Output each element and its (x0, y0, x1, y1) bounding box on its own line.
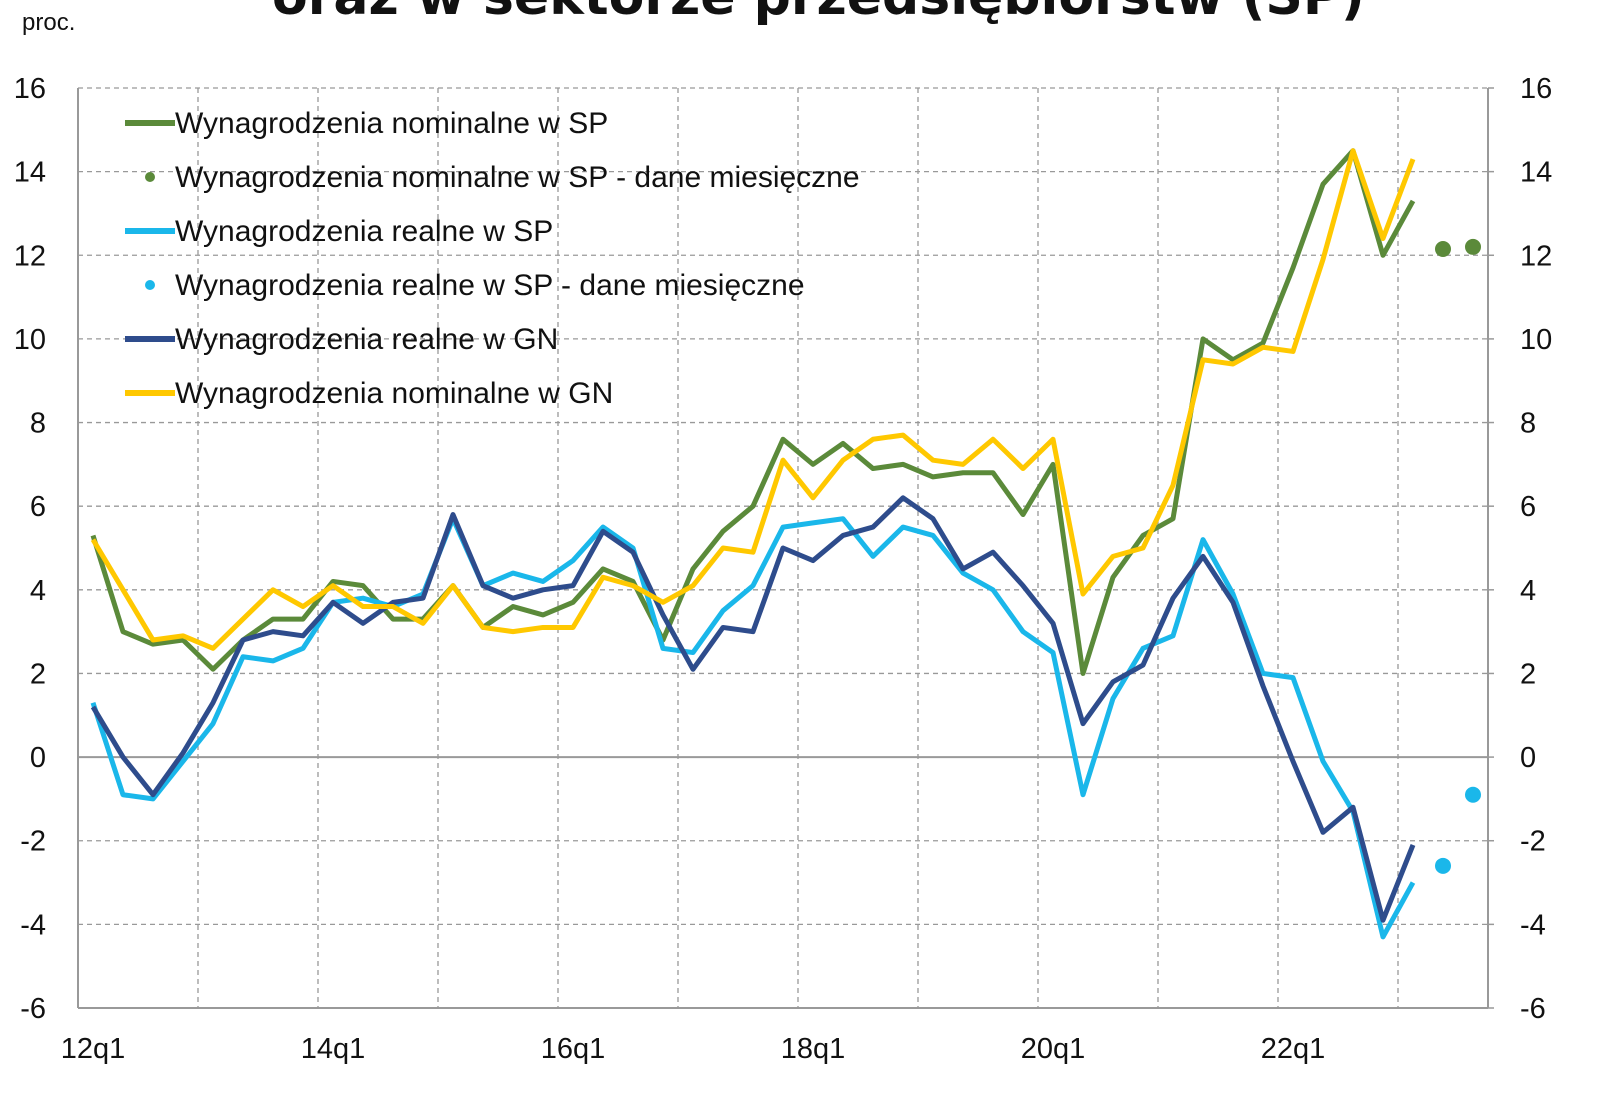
legend-swatch (145, 280, 155, 290)
legend-label: Wynagrodzenia nominalne w SP - dane mies… (175, 161, 860, 194)
x-tick-label: 22q1 (1261, 1033, 1326, 1065)
series-line (90, 495, 1416, 923)
monthly-point (1465, 238, 1481, 255)
x-tick-label: 18q1 (781, 1033, 846, 1065)
y-tick-label: -2 (20, 826, 46, 858)
y-tick-label: 12 (14, 240, 46, 272)
y2-tick-label: -2 (1520, 826, 1546, 858)
y2-tick-label: 10 (1520, 324, 1552, 356)
y2-tick-label: 16 (1520, 73, 1552, 105)
y2-tick-label: 0 (1520, 742, 1536, 774)
y-tick-label: 6 (30, 491, 46, 523)
y-axis-label: proc. (22, 9, 75, 36)
y2-tick-label: 8 (1520, 408, 1536, 440)
series-line (90, 148, 1416, 651)
y-tick-label: -4 (20, 909, 46, 941)
y2-tick-label: 4 (1520, 575, 1536, 607)
legend-label: Wynagrodzenia nominalne w GN (175, 377, 613, 410)
y2-tick-label: 14 (1520, 157, 1552, 189)
legend-label: Wynagrodzenia realne w SP (175, 215, 553, 248)
legend-label: Wynagrodzenia realne w SP - dane miesięc… (175, 269, 805, 302)
x-tick-label: 16q1 (541, 1033, 606, 1065)
y-tick-label: 2 (30, 658, 46, 690)
y-tick-label: 4 (30, 575, 46, 607)
x-tick-label: 12q1 (61, 1033, 126, 1065)
y-tick-label: 14 (14, 157, 46, 189)
y-tick-label: 10 (14, 324, 46, 356)
monthly-point (1465, 786, 1481, 803)
y-tick-label: 16 (14, 73, 46, 105)
legend-label: Wynagrodzenia realne w GN (175, 323, 558, 356)
legend-label: Wynagrodzenia nominalne w SP (175, 107, 608, 140)
x-tick-label: 14q1 (301, 1033, 366, 1065)
monthly-point (1435, 857, 1451, 874)
chart-title: oraz w sektorze przedsiębiorstw (SP) (272, 0, 1365, 27)
y-tick-label: 8 (30, 408, 46, 440)
y2-tick-label: -4 (1520, 909, 1546, 941)
y2-tick-label: -6 (1520, 993, 1546, 1025)
monthly-point (1435, 241, 1451, 257)
x-tick-label: 20q1 (1021, 1033, 1086, 1065)
y2-tick-label: 2 (1520, 658, 1536, 690)
y2-tick-label: 6 (1520, 491, 1536, 523)
y-tick-label: 0 (30, 742, 46, 774)
y-tick-label: -6 (20, 993, 46, 1025)
y2-tick-label: 12 (1520, 240, 1552, 272)
legend-swatch (145, 172, 155, 182)
series-line (90, 516, 1416, 940)
